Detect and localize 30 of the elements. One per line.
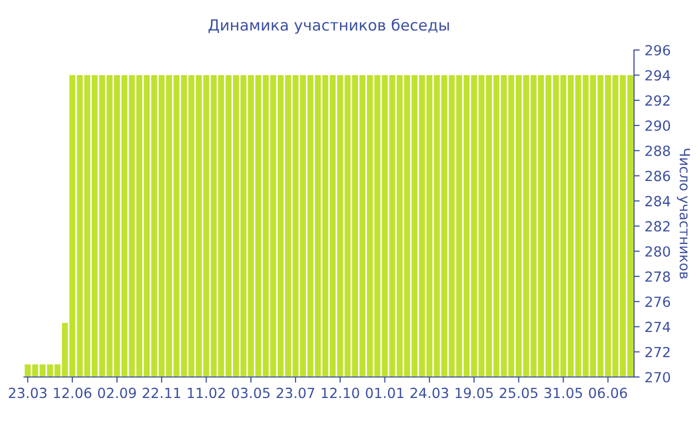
y-tick-label: 284	[645, 196, 670, 206]
y-tick-label: 294	[645, 70, 670, 81]
x-tick-label: 01.01	[366, 388, 404, 398]
chart-title: Динамика участников беседы	[208, 18, 449, 34]
y-tick-label: 276	[645, 296, 670, 308]
x-tick-label: 02.09	[98, 388, 136, 398]
x-tick-label: 22.11	[142, 388, 180, 398]
y-tick-label: 292	[645, 95, 670, 106]
y-tick-label: 286	[645, 170, 670, 182]
x-tick-label: 25.05	[500, 388, 538, 398]
x-tick-label: 23.07	[276, 388, 314, 398]
y-tick-label: 270	[645, 372, 670, 382]
y-tick-label: 272	[645, 346, 670, 358]
y-tick-label: 290	[645, 120, 670, 131]
x-tick-label: 03.05	[232, 388, 270, 398]
x-tick-label: 31.05	[544, 388, 582, 398]
x-tick-label: 12.06	[54, 388, 92, 398]
y-tick-label: 282	[645, 221, 670, 232]
y-tick-label: 280	[645, 246, 670, 257]
x-tick-label: 19.05	[456, 388, 493, 398]
y-tick-label: 288	[645, 146, 670, 156]
y-tick-label: 274	[645, 322, 670, 332]
x-tick-label: 06.06	[589, 388, 627, 398]
x-tick-label: 12.10	[322, 388, 360, 398]
x-tick-label: 23.03	[8, 388, 46, 398]
y-tick-label: 278	[645, 271, 670, 282]
y-axis-title: Число участников	[676, 148, 690, 279]
x-tick-label: 11.02	[188, 388, 225, 398]
y-tick-label: 296	[645, 44, 670, 56]
x-tick-label: 24.03	[410, 388, 448, 398]
